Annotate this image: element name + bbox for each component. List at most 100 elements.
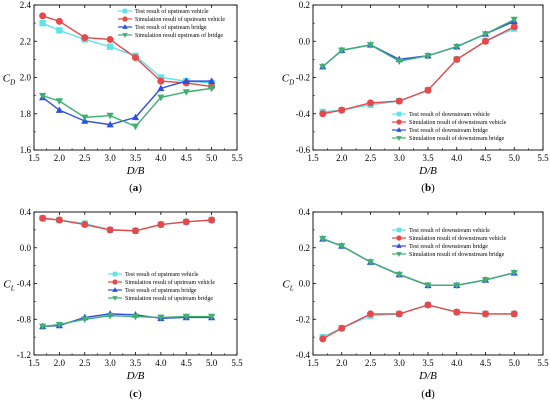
data-point [39,92,47,100]
series-sim_vehicle [39,214,216,235]
data-point [367,99,374,107]
series-line [42,22,212,84]
x-tick-label: 4.5 [480,153,492,163]
legend-marker [396,243,402,248]
data-point [56,27,63,34]
y-tick-label: 0.2 [299,243,310,253]
panel-label: (d) [421,388,435,400]
legend-marker [112,279,118,285]
legend-entry: Test result of upstream vehicle [125,271,199,278]
x-tick-label: 4.0 [155,358,167,368]
y-tick-label: 1.6 [20,145,32,155]
data-point [453,43,461,51]
series-line [42,217,212,232]
series-sim_vehicle [319,301,518,343]
data-point [424,52,432,60]
legend-entry: Test result of downstream vehicle [409,227,490,234]
data-point [482,37,489,45]
legend-entry: Test result of upstream bridge [125,287,197,294]
y-tick-label: 0.4 [20,207,32,217]
x-tick-label: 4.0 [451,153,463,163]
series-sim_bridge [39,312,216,331]
y-tick-label: 2.4 [20,0,32,10]
y-tick-label: -0.4 [296,350,311,360]
x-tick-label: 3.0 [394,153,406,163]
data-point [182,77,190,84]
series-line [42,87,212,128]
series-sim_bridge [39,85,216,131]
data-point [366,259,375,266]
panel-a: 1.5 2.0 2.5 3.0 3.5 4.0 4.5 5.0 5.5 1.6 1.8 2.0 2.2 2… [3,0,243,194]
panel-b: 1.5 2.0 2.5 3.0 3.5 4.0 4.5 5.0 5.5 -0.6 -0.4 -0.2 0… [282,0,549,194]
data-point [510,269,518,277]
x-axis-label: D/B [126,370,145,382]
data-point [157,74,165,81]
legend-marker [396,127,402,132]
data-point [424,86,432,94]
y-tick-label: 0.2 [299,0,310,10]
legend-entry: Test result of upstream vehicle [135,8,209,15]
data-point [131,313,140,321]
legend-entry: Simulation result of upstream vehicle [135,16,225,23]
legend-marker [396,227,402,233]
data-point [338,47,346,55]
data-point [55,216,63,224]
x-tick-label: 2.5 [365,358,377,368]
x-tick-label: 2.0 [336,153,348,163]
series-line [322,18,515,68]
x-tick-label: 3.0 [394,358,406,368]
data-point [510,310,518,318]
y-tick-label: -0.2 [296,73,310,83]
panel-label: (b) [421,182,435,194]
legend-marker [396,252,402,257]
data-point [157,84,165,92]
legend-entry: Simulation result of downstream vehicle [409,235,507,242]
series-test_bridge [319,235,518,289]
data-point [366,42,375,49]
y-tick-label: -0.4 [17,279,32,289]
data-point [157,221,165,229]
y-axis-label: CL [3,279,14,293]
data-point [55,98,63,105]
x-tick-label: 4.5 [480,358,492,368]
x-tick-label: 4.0 [451,358,463,368]
legend: Test result of upstream vehicleSimulatio… [108,271,215,302]
y-tick-label: 0.0 [20,243,32,253]
data-point [482,310,489,318]
panel-c: 1.5 2.0 2.5 3.0 3.5 4.0 4.5 5.0 5.5 -1.2 -0.8 -0.4 0… [3,207,243,400]
legend-marker [112,296,118,301]
data-point [106,120,114,128]
data-point [39,19,46,27]
x-axis-label: D/B [418,370,437,382]
legend-marker [396,111,402,117]
data-point [81,34,89,42]
series-sim_bridge [319,236,518,290]
series-line [322,304,515,340]
data-point [132,54,139,62]
data-point [338,106,346,114]
data-point [338,243,346,250]
legend-marker [396,235,402,241]
series-line [322,238,515,286]
data-point [208,77,216,84]
x-tick-label: 1.5 [28,358,40,368]
x-tick-label: 4.5 [181,153,193,163]
x-tick-label: 2.5 [79,358,91,368]
y-tick-label: 0.0 [299,279,311,289]
data-point [182,313,190,321]
panel-d: 1.5 2.0 2.5 3.0 3.5 4.0 4.5 5.0 5.5 -0.4 -0.2 0.0 0.… [282,207,549,400]
x-axis-label: D/B [418,165,437,177]
x-tick-label: 5.0 [206,358,218,368]
data-point [39,214,47,222]
x-tick-label: 3.0 [105,358,117,368]
data-point [208,85,216,93]
data-point [81,316,89,324]
panel-label: (c) [129,388,142,400]
legend: Test result of downstream vehicleSimulat… [392,227,507,258]
series-line [322,304,515,338]
legend-marker [112,271,118,277]
legend-entry: Simulation result upstream of bridge [135,32,223,39]
data-point [132,227,139,235]
data-point [106,35,114,43]
series-line [322,26,515,115]
